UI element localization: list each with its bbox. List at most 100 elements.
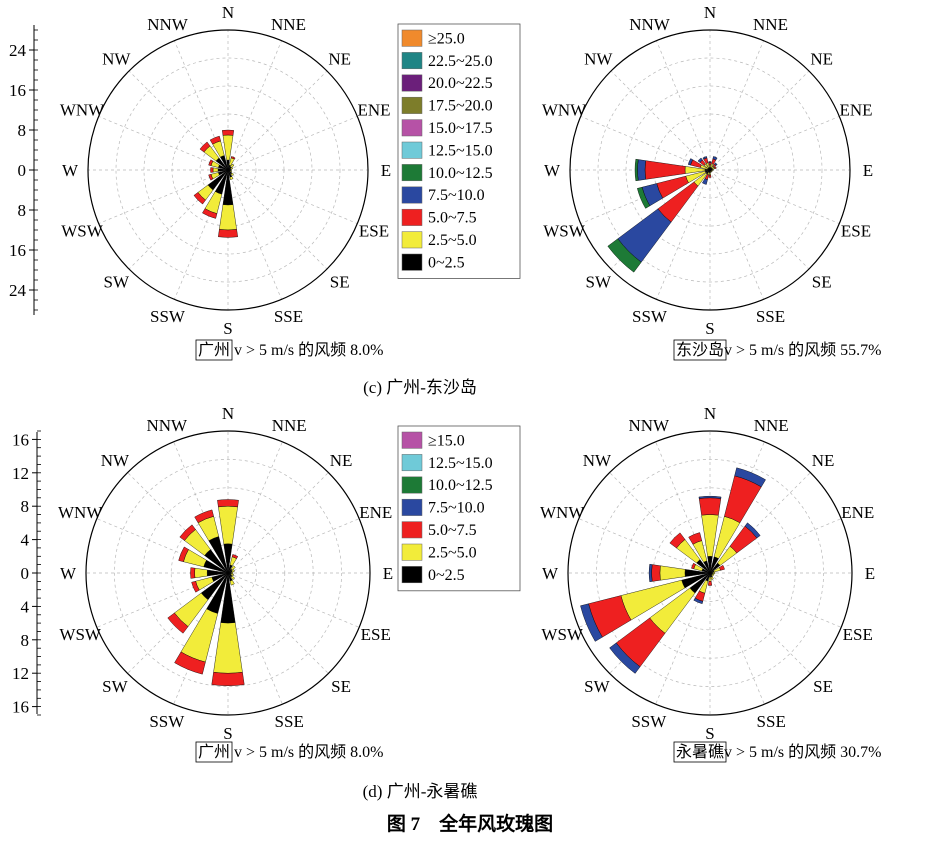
high-wind-frequency-text: v > 5 m/s 的风频 30.7% (724, 743, 881, 761)
direction-label-ENE: ENE (841, 503, 874, 522)
petal-N-bin-3 (698, 495, 722, 499)
station-name: 广州 (198, 743, 230, 761)
direction-label-NNE: NNE (753, 15, 788, 34)
petal-ESE-bin-1 (230, 573, 234, 577)
petal-NNW-bin-2 (194, 509, 214, 524)
legend-label: 12.5~15.0 (428, 142, 493, 159)
outer-ring (569, 29, 851, 311)
station-annotation: 广州 v > 5 m/s 的风频 8.0% (198, 341, 384, 359)
petal-WSW-bin-3 (580, 603, 603, 642)
petal-NE-bin-3 (714, 162, 718, 166)
direction-label-N: N (704, 404, 716, 423)
legend-swatch (401, 141, 423, 159)
axis-tick-label: 4 (21, 531, 30, 550)
petal-W-bin-1 (212, 167, 219, 173)
legend-swatch (401, 253, 423, 271)
petal-E-bin-1 (230, 169, 232, 171)
legend-swatch (401, 521, 423, 539)
direction-label-N: N (704, 3, 716, 22)
direction-label-WNW: WNW (60, 101, 105, 120)
petal-NNW-bin-3 (702, 156, 708, 160)
petal-SSW-bin-2 (174, 651, 206, 675)
legend-label: 12.5~15.0 (428, 455, 493, 472)
legend-label: 10.0~12.5 (428, 477, 493, 494)
axis-tick-label: 8 (18, 121, 27, 140)
grid-spoke (227, 116, 358, 171)
grid-spoke (174, 40, 229, 171)
direction-label-NNW: NNW (147, 15, 189, 34)
direction-label-W: W (62, 161, 79, 180)
legend-swatch (401, 52, 423, 70)
direction-label-NE: NE (812, 451, 835, 470)
station-name: 永暑礁 (676, 743, 724, 761)
direction-label-SSW: SSW (632, 307, 668, 326)
petal-SSW-bin-3 (693, 597, 704, 605)
petal-SW-bin-2 (193, 192, 206, 205)
direction-label-SW: SW (584, 677, 610, 696)
direction-label-S: S (223, 724, 232, 743)
petal-NNE-bin-2 (230, 156, 236, 160)
legend-label: 2.5~5.0 (428, 232, 477, 249)
grid-ring (114, 459, 342, 687)
direction-label-SSE: SSE (275, 712, 304, 731)
legend-swatch (401, 431, 423, 449)
petal-WSW-bin-2 (208, 174, 214, 181)
direction-label-SE: SE (813, 677, 833, 696)
petal-SSE-bin-1 (710, 171, 712, 173)
legend-swatch (401, 119, 423, 137)
direction-label-ENE: ENE (357, 101, 390, 120)
axis-tick-label: 8 (21, 631, 30, 650)
petal-SW-bin-2 (167, 612, 189, 634)
outer-ring (567, 430, 853, 716)
petal-S-bin-0 (220, 572, 236, 624)
legend-swatch (401, 186, 423, 204)
direction-label-SSE: SSE (756, 307, 785, 326)
direction-label-ESE: ESE (359, 222, 389, 241)
legend-swatch (401, 96, 423, 114)
grid-spoke (709, 572, 765, 705)
legend-swatch (401, 164, 423, 182)
grid-ring (597, 57, 823, 283)
direction-label-ESE: ESE (841, 222, 871, 241)
high-wind-frequency-text: v > 5 m/s 的风频 55.7% (724, 341, 881, 359)
petal-N-bin-2 (217, 499, 239, 508)
petal-NNW-bin-2 (209, 135, 221, 145)
petal-S-bin-1 (213, 622, 243, 674)
high-wind-frequency-text: v > 5 m/s 的风频 8.0% (230, 743, 383, 761)
outer-ring (85, 430, 371, 716)
wind-rose-panel-2: N NNE NE ENE E ESE SE SSE S SSW SW WSW W WNW NW NNW 东沙岛v… (542, 3, 882, 361)
petal-SSW-bin-2 (202, 208, 218, 219)
petal-E-bin-1 (711, 169, 714, 171)
petal-E-bin-1 (231, 572, 234, 574)
legend-swatch (401, 543, 423, 561)
grid-spoke (227, 572, 329, 674)
petal-SE-bin-1 (710, 170, 713, 173)
legend-label: 0~2.5 (428, 254, 465, 271)
petal-ESE-bin-1 (711, 573, 715, 576)
petal-WNW-bin-2 (691, 562, 696, 570)
station-name-box (673, 741, 727, 763)
grid-spoke (709, 70, 810, 171)
legend-label: 17.5~20.0 (428, 98, 493, 115)
figure-title: 图 7 全年风玫瑰图 (387, 812, 553, 835)
axis-tick-label: 16 (9, 241, 26, 260)
direction-label-WSW: WSW (59, 625, 102, 644)
legend-label: ≥25.0 (428, 30, 465, 47)
grid-spoke (98, 169, 229, 224)
direction-label-E: E (383, 564, 393, 583)
petal-NW-bin-3 (697, 157, 703, 163)
legend-swatch (401, 208, 423, 226)
petal-ENE-bin-2 (714, 166, 717, 170)
grid-spoke (709, 169, 764, 300)
petal-NNE-bin-3 (734, 467, 766, 488)
legend-label: 0~2.5 (428, 567, 465, 584)
direction-label-NNE: NNE (754, 416, 789, 435)
direction-label-NNE: NNE (271, 15, 306, 34)
petal-N-bin-2 (698, 497, 722, 516)
petal-N-bin-1 (218, 505, 238, 545)
direction-label-SSE: SSE (274, 307, 303, 326)
station-name-box (195, 741, 233, 763)
petal-NNE-bin-2 (231, 554, 239, 559)
legend-label: 5.0~7.5 (428, 210, 477, 227)
direction-label-SW: SW (586, 273, 612, 292)
